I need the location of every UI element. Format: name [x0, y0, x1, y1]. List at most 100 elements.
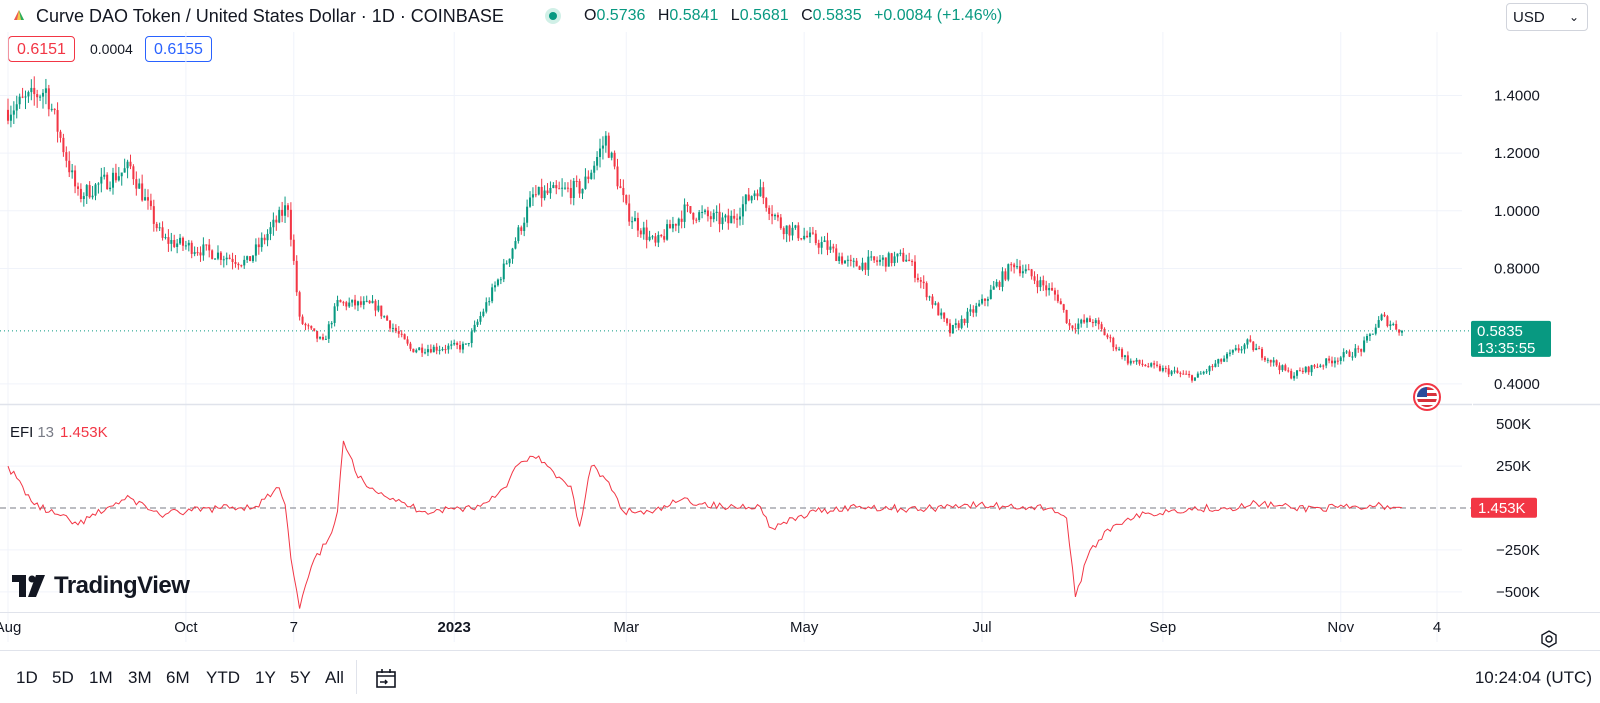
candle-body [1316, 366, 1319, 368]
x-tick-label: 2023 [438, 619, 471, 636]
candle-body [1059, 301, 1062, 305]
candle-body [1053, 290, 1056, 295]
range-5y-button[interactable]: 5Y [290, 668, 311, 687]
range-all-button[interactable]: All [325, 668, 344, 687]
candle-body [846, 259, 849, 261]
candle-body [330, 322, 333, 325]
x-tick-label: Jul [972, 619, 991, 636]
candle-body [1182, 373, 1185, 375]
candle-body [549, 187, 552, 194]
candle-body [1021, 271, 1024, 274]
candle-body [1068, 322, 1071, 326]
range-6m-button[interactable]: 6M [166, 668, 190, 687]
range-5d-button[interactable]: 5D [52, 668, 74, 687]
range-3m-button[interactable]: 3M [128, 668, 152, 687]
candle-body [214, 258, 217, 260]
candle-body [1036, 280, 1039, 288]
candle-body [179, 237, 182, 244]
candle-body [289, 209, 292, 240]
candle-body [858, 266, 861, 270]
range-1m-button[interactable]: 1M [89, 668, 113, 687]
candle-body [339, 300, 342, 303]
candle-body [184, 245, 187, 247]
candle-body [1328, 358, 1331, 361]
candle-body [1045, 285, 1048, 291]
candle-body [645, 227, 648, 241]
candle-body [491, 287, 494, 302]
candle-body [1188, 374, 1191, 376]
efi-legend[interactable]: EFI 13 1.453K [10, 424, 108, 441]
candle-body [954, 323, 957, 325]
candle-body [581, 188, 584, 194]
candle-body [397, 331, 400, 334]
candle-body [1217, 359, 1220, 364]
candle-body [482, 311, 485, 316]
candle-body [1380, 314, 1383, 321]
candle-body [438, 349, 441, 351]
candle-body [295, 260, 298, 293]
candle-body [555, 185, 558, 189]
candle-body [351, 299, 354, 303]
candle-body [368, 300, 371, 304]
x-tick-label: 4 [1433, 619, 1441, 636]
candle-body [1365, 336, 1369, 341]
price-chart[interactable]: Aug Oct 7 2023 Mar May Jul Sep Nov 4 1.4000 1.2000 1… [0, 0, 1600, 650]
candle-body [114, 172, 117, 181]
range-ytd-button[interactable]: YTD [206, 668, 240, 687]
range-1y-button[interactable]: 1Y [255, 668, 276, 687]
candle-body [966, 311, 969, 323]
x-tick-label: 7 [290, 619, 298, 636]
symbol-title[interactable]: Curve DAO Token / United States Dollar ·… [36, 6, 504, 26]
candle-body [97, 183, 100, 185]
candle-body [1357, 348, 1360, 350]
candle-body [1103, 328, 1106, 336]
candle-body [459, 344, 462, 350]
currency-select[interactable]: USD ⌄ [1506, 3, 1588, 31]
candle-body [365, 300, 368, 302]
gear-icon[interactable] [1540, 630, 1558, 648]
buy-price-button[interactable]: 0.6155 [145, 36, 212, 62]
time-zone-clock[interactable]: 10:24:04 (UTC) [1474, 668, 1592, 687]
candle-body [596, 157, 599, 166]
candle-body [74, 170, 77, 187]
candle-body [1214, 363, 1217, 367]
bottom-toolbar [0, 650, 1600, 703]
calendar-goto-icon[interactable] [374, 667, 398, 691]
spread-value: 0.0004 [90, 41, 133, 57]
candle-body [91, 195, 94, 198]
candle-body [989, 289, 992, 299]
candle-body [1231, 349, 1234, 353]
candle-body [310, 325, 313, 329]
candle-body [1368, 334, 1371, 337]
candle-body [82, 196, 85, 200]
candle-body [587, 176, 590, 179]
y-tick-label: 1.4000 [1494, 87, 1540, 104]
candle-body [313, 328, 316, 331]
candle-body [1345, 351, 1348, 353]
us-flag-icon[interactable] [1413, 383, 1441, 411]
candle-body [181, 237, 185, 246]
candle-body [155, 223, 158, 229]
candle-body [316, 330, 319, 339]
range-1d-button[interactable]: 1D [16, 668, 38, 687]
candle-body [412, 348, 415, 353]
candle-body [1027, 269, 1030, 271]
market-open-dot[interactable] [545, 8, 561, 24]
candle-body [835, 248, 838, 262]
candle-body [246, 256, 249, 260]
candle-body [706, 210, 709, 217]
candle-body [730, 215, 733, 224]
candle-body [1330, 360, 1334, 364]
candle-body [292, 239, 295, 261]
candle-body [1147, 366, 1150, 368]
candle-body [222, 259, 225, 261]
candle-body [470, 331, 473, 344]
candle-body [946, 318, 949, 324]
candle-body [683, 204, 686, 222]
tradingview-logo[interactable]: TradingView [12, 572, 190, 600]
candle-body [1016, 266, 1019, 268]
candle-body [1360, 349, 1363, 352]
candle-body [572, 180, 575, 199]
candle-body [240, 265, 243, 267]
candle-body [167, 237, 170, 244]
